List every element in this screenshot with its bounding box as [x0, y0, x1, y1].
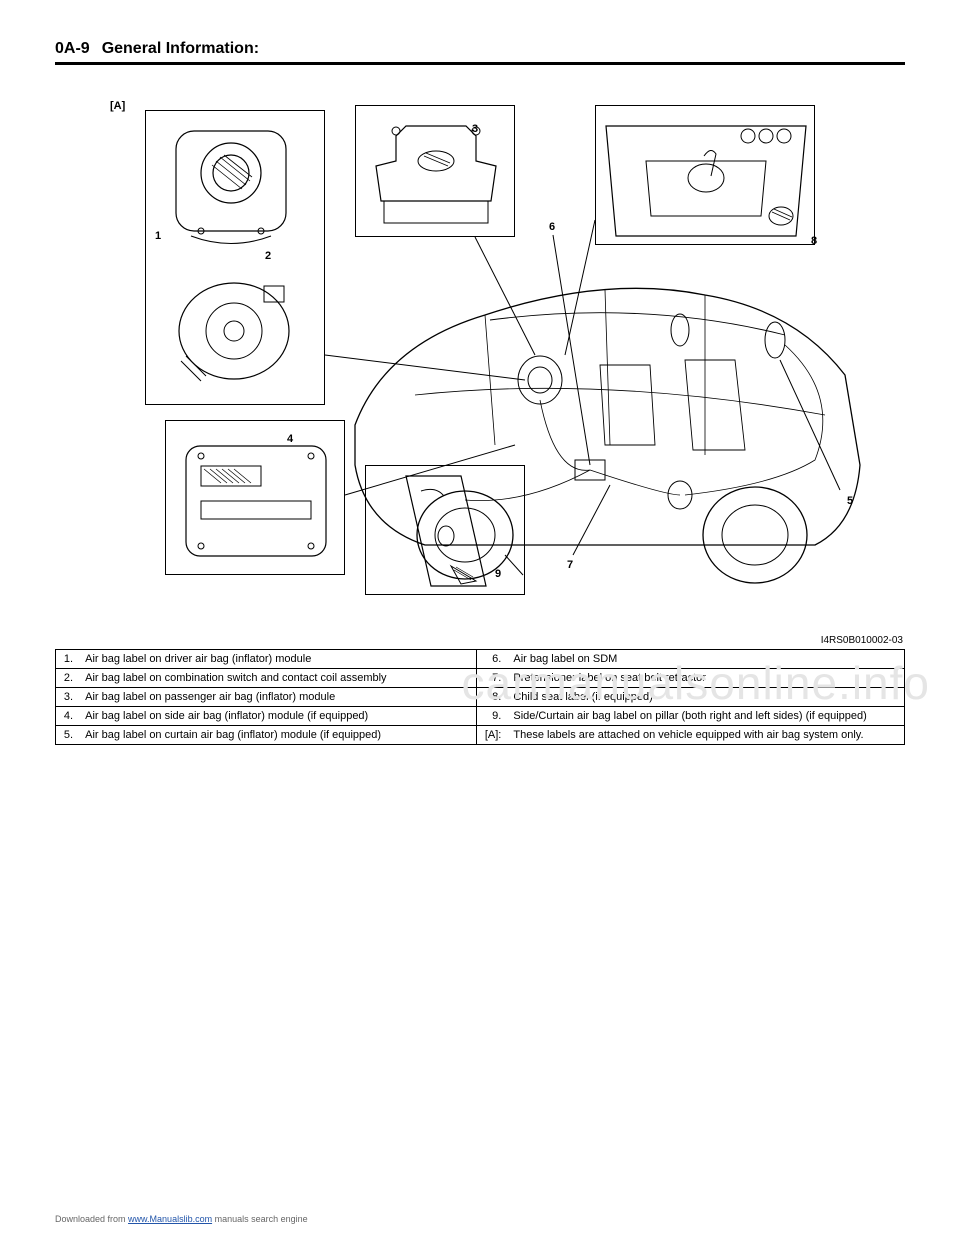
steering-module-icon [146, 111, 326, 406]
callout-1: 1 [155, 230, 161, 242]
table-row: 5. Air bag label on curtain air bag (inf… [56, 726, 905, 745]
legend-num: 7. [476, 669, 507, 688]
page-header: 0A-9 General Information: [55, 40, 905, 65]
legend-desc: Air bag label on passenger air bag (infl… [79, 688, 476, 707]
legend-num: 3. [56, 688, 80, 707]
legend-desc: These labels are attached on vehicle equ… [507, 726, 904, 745]
callout-7: 7 [567, 559, 573, 571]
table-row: 3. Air bag label on passenger air bag (i… [56, 688, 905, 707]
legend-desc: Air bag label on SDM [507, 650, 904, 669]
callout-2: 2 [265, 250, 271, 262]
legend-num: 4. [56, 707, 80, 726]
legend-num: 1. [56, 650, 80, 669]
table-row: 4. Air bag label on side air bag (inflat… [56, 707, 905, 726]
callout-9: 9 [495, 568, 501, 580]
callout-5: 5 [847, 495, 853, 507]
figure-id: I4RS0B010002-03 [55, 635, 905, 646]
legend-desc: Side/Curtain air bag label on pillar (bo… [507, 707, 904, 726]
detail-box-1-2 [145, 110, 325, 405]
legend-num: 2. [56, 669, 80, 688]
airbag-diagram: [A] [55, 95, 905, 625]
legend-table: 1. Air bag label on driver air bag (infl… [55, 649, 905, 745]
car-cutaway-icon [345, 245, 875, 585]
side-module-icon [166, 421, 346, 576]
page-number: 0A-9 [55, 40, 90, 58]
legend-num: [A]: [476, 726, 507, 745]
legend-desc: Child seat label (if equipped) [507, 688, 904, 707]
callout-6: 6 [549, 221, 555, 233]
legend-num: 5. [56, 726, 80, 745]
variant-label: [A] [110, 100, 125, 112]
footer-suffix: manuals search engine [212, 1214, 308, 1224]
callout-3: 3 [472, 123, 478, 135]
legend-num: 8. [476, 688, 507, 707]
section-title: General Information: [102, 40, 259, 58]
detail-box-8 [595, 105, 815, 245]
legend-desc: Air bag label on curtain air bag (inflat… [79, 726, 476, 745]
footer-prefix: Downloaded from [55, 1214, 128, 1224]
detail-box-3 [355, 105, 515, 237]
legend-desc: Air bag label on combination switch and … [79, 669, 476, 688]
detail-box-4 [165, 420, 345, 575]
callout-8: 8 [811, 235, 817, 247]
legend-desc: Air bag label on side air bag (inflator)… [79, 707, 476, 726]
legend-desc: Pretensioner label on seat belt retracto… [507, 669, 904, 688]
passenger-module-icon [356, 106, 516, 238]
legend-desc: Air bag label on driver air bag (inflato… [79, 650, 476, 669]
callout-4: 4 [287, 433, 293, 445]
table-row: 1. Air bag label on driver air bag (infl… [56, 650, 905, 669]
console-icon [596, 106, 816, 246]
footer-link[interactable]: www.Manualslib.com [128, 1214, 212, 1224]
legend-num: 6. [476, 650, 507, 669]
legend-num: 9. [476, 707, 507, 726]
footer: Downloaded from www.Manualslib.com manua… [55, 1214, 308, 1224]
table-row: 2. Air bag label on combination switch a… [56, 669, 905, 688]
